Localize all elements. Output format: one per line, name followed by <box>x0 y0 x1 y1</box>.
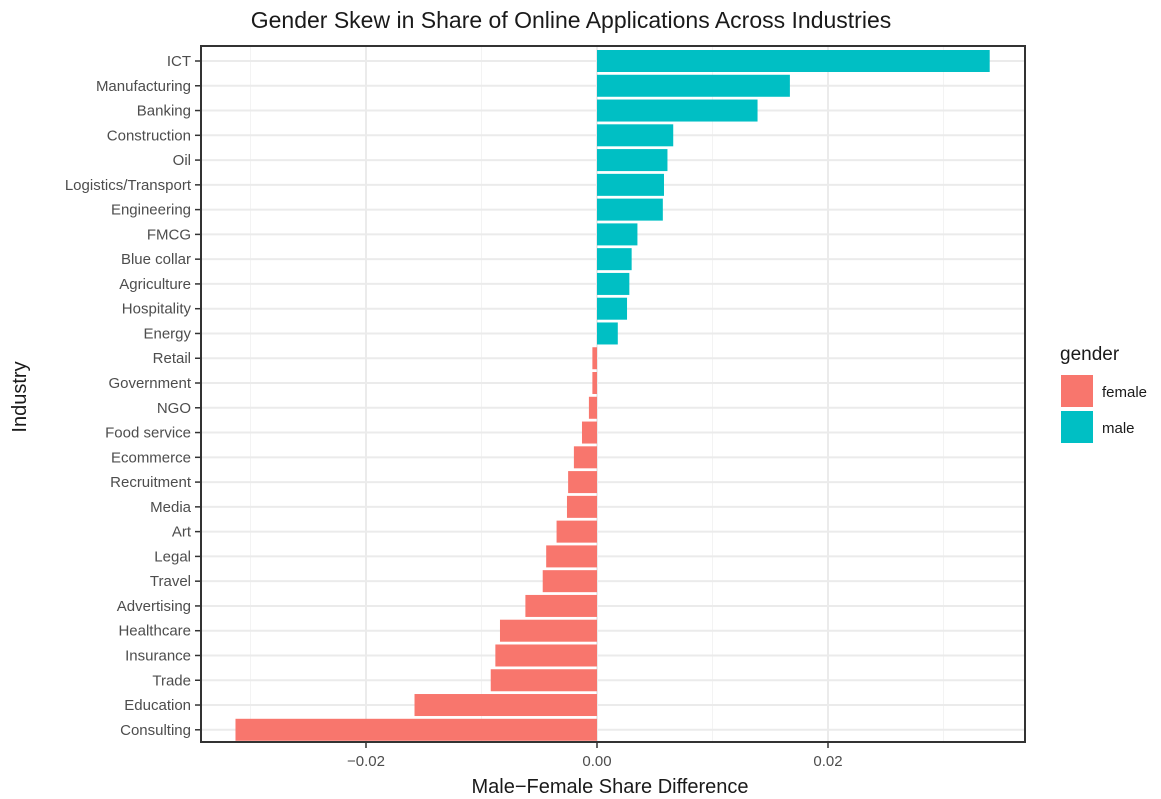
y-tick-label: Advertising <box>117 598 191 615</box>
bar-male <box>597 99 758 122</box>
bar-female <box>556 520 597 543</box>
y-tick-label: FMCG <box>147 226 191 243</box>
x-tick-label: −0.02 <box>347 753 385 770</box>
bar-female <box>592 372 597 395</box>
bar-female <box>525 594 597 617</box>
y-tick-label: Recruitment <box>110 474 192 491</box>
y-tick-label: Logistics/Transport <box>65 177 192 194</box>
x-axis: −0.02 0.00 0.02 <box>347 742 843 770</box>
y-tick-label: Food service <box>105 425 191 442</box>
y-tick-label: Healthcare <box>118 623 191 640</box>
x-axis-title: Male−Female Share Difference <box>472 776 749 798</box>
legend-label: male <box>1102 420 1135 437</box>
y-tick-label: Trade <box>152 672 191 689</box>
y-tick-label: Ecommerce <box>111 449 191 466</box>
bar-female <box>573 446 597 469</box>
y-axis: ICT Manufacturing Banking Construction Oil Lo… <box>65 53 201 739</box>
bar-female <box>542 570 597 593</box>
bar-male <box>597 124 674 147</box>
x-tick-label: 0.02 <box>813 753 842 770</box>
bar-male <box>597 149 668 172</box>
bar-female <box>588 396 597 419</box>
bar-male <box>597 223 638 246</box>
bar-female <box>414 694 597 717</box>
y-tick-label: Blue collar <box>121 251 191 268</box>
chart-title: Gender Skew in Share of Online Applicati… <box>251 7 892 33</box>
bar-female <box>495 644 597 667</box>
y-tick-label: Engineering <box>111 202 191 219</box>
y-tick-label: Hospitality <box>122 301 192 318</box>
y-tick-label: Retail <box>153 350 191 367</box>
legend-title: gender <box>1060 344 1120 365</box>
y-tick-label: Consulting <box>120 722 191 739</box>
bar-male <box>597 248 632 271</box>
legend-key-female <box>1061 375 1093 407</box>
bar-female <box>566 495 597 518</box>
y-tick-label: Art <box>172 524 192 541</box>
y-tick-label: Travel <box>150 573 191 590</box>
y-tick-label: Legal <box>154 548 191 565</box>
bar-female <box>490 669 597 692</box>
y-tick-label: Manufacturing <box>96 78 191 95</box>
plot-panel-border <box>200 45 1026 743</box>
bar-female <box>235 718 598 741</box>
y-tick-label: Insurance <box>125 647 191 664</box>
bar-female <box>499 619 597 642</box>
bar-male <box>597 173 664 196</box>
bar-male <box>597 74 790 97</box>
y-tick-label: Construction <box>107 127 191 144</box>
y-tick-label: Government <box>108 375 191 392</box>
bar-male <box>597 297 628 320</box>
y-tick-label: Energy <box>143 325 191 342</box>
y-tick-label: Media <box>150 499 192 516</box>
bar-female <box>592 347 597 370</box>
y-tick-label: ICT <box>167 53 191 70</box>
x-tick-label: 0.00 <box>582 753 611 770</box>
legend-label: female <box>1102 384 1147 401</box>
bars <box>235 50 990 741</box>
y-tick-label: Education <box>124 697 191 714</box>
y-tick-label: Agriculture <box>119 276 191 293</box>
bar-female <box>581 421 597 444</box>
bar-male <box>597 198 663 221</box>
bar-male <box>597 272 630 295</box>
bar-female <box>546 545 597 568</box>
bar-male <box>597 50 990 72</box>
legend: gender female male <box>1060 344 1147 443</box>
bar-female <box>568 471 597 494</box>
y-tick-label: Banking <box>137 103 191 120</box>
y-tick-label: NGO <box>157 400 191 417</box>
y-tick-label: Oil <box>173 152 191 169</box>
y-axis-title: Industry <box>9 361 31 432</box>
bar-male <box>597 322 618 345</box>
legend-key-male <box>1061 411 1093 443</box>
